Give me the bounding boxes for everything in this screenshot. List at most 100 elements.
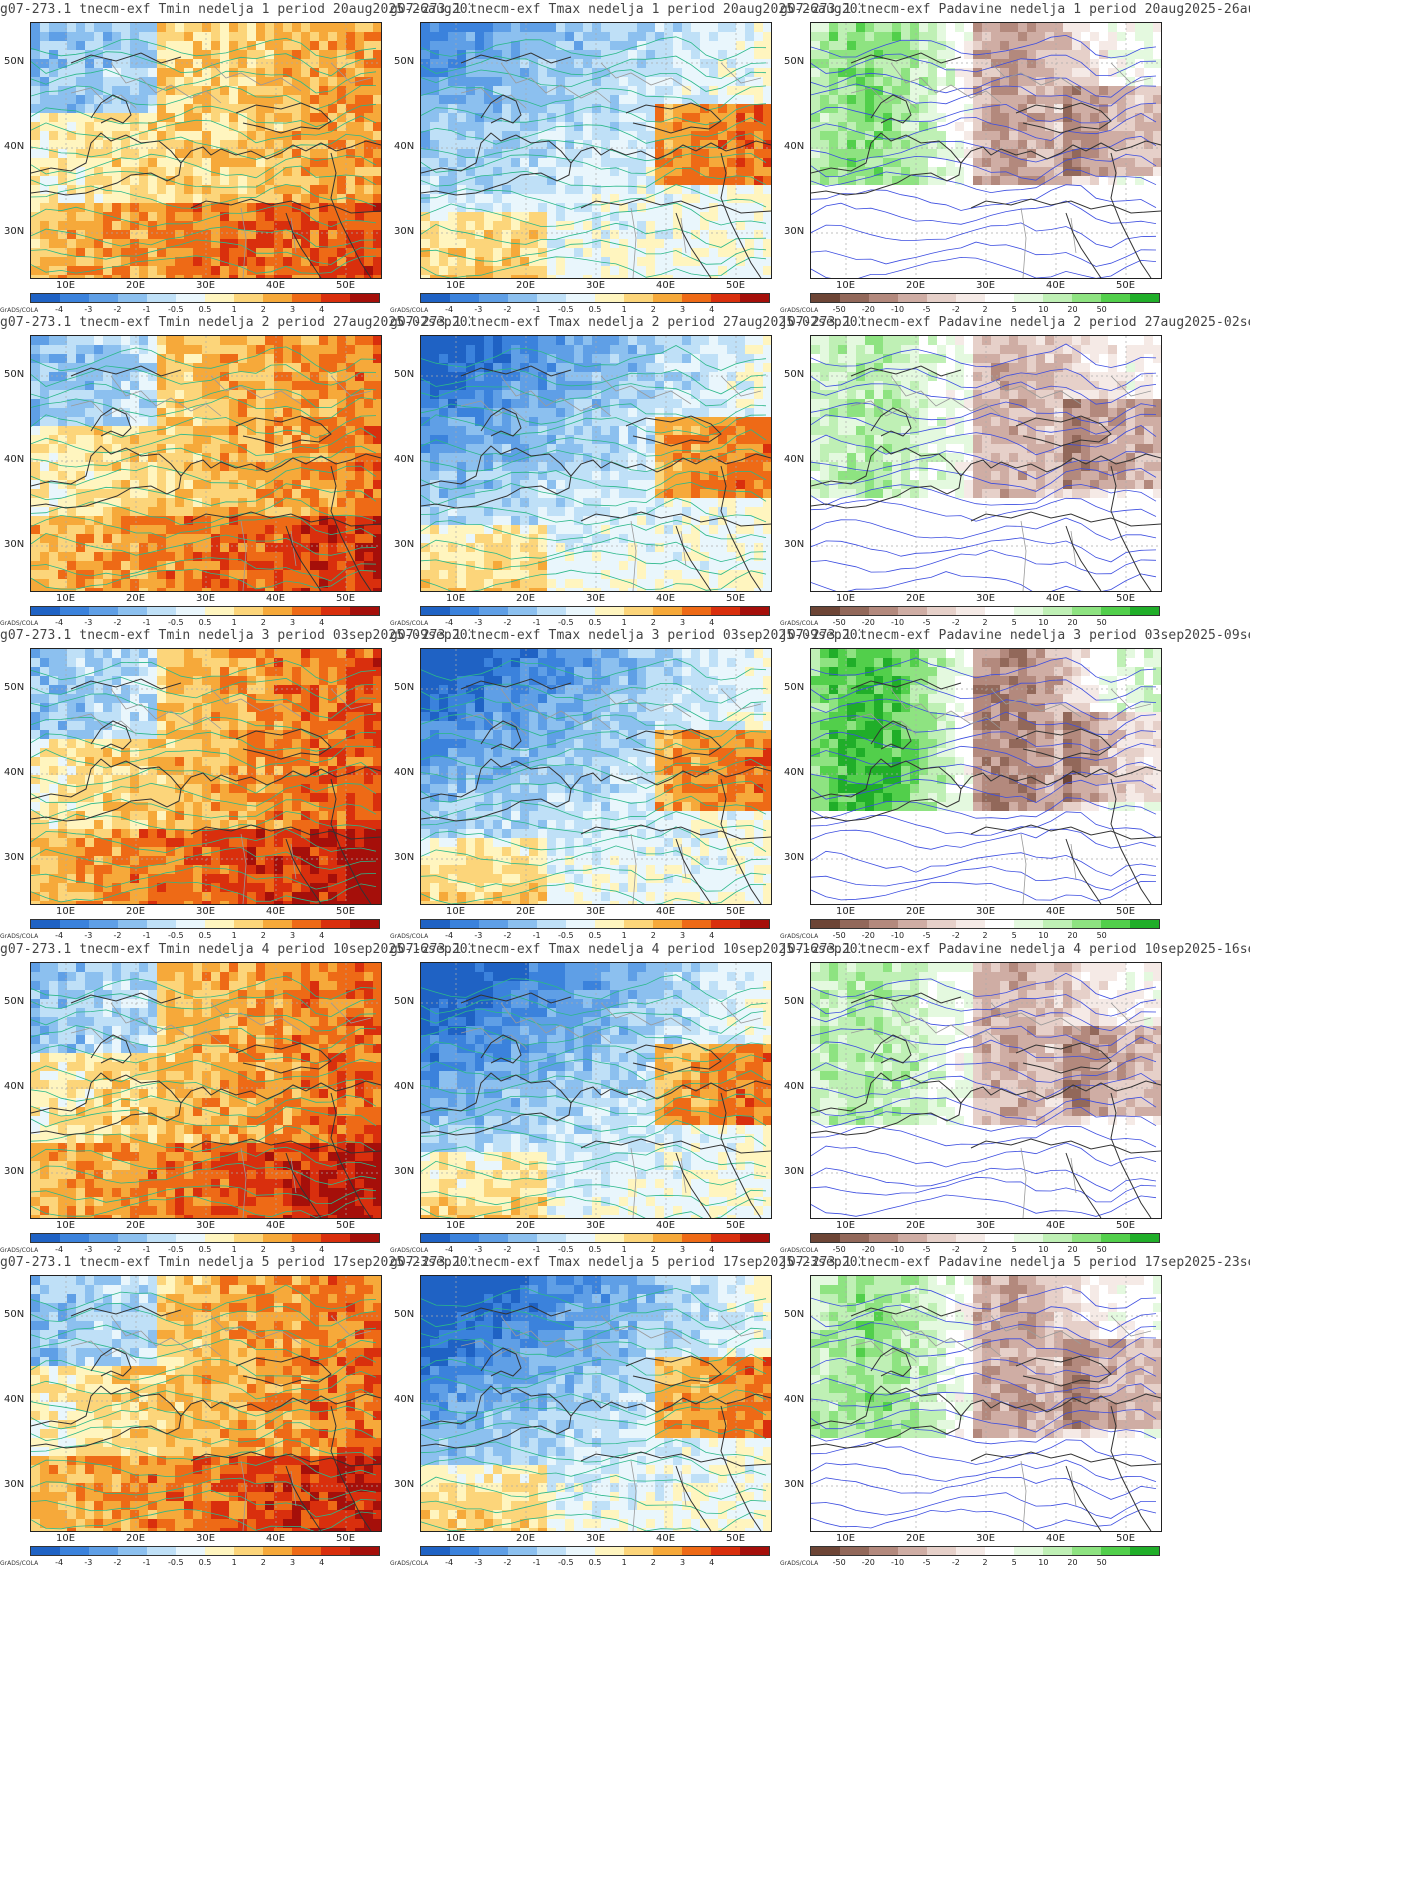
colorbar-tick-label: -4 <box>445 1558 454 1567</box>
map-frame <box>810 1275 1162 1532</box>
colorbar-tick-label: -3 <box>474 305 483 314</box>
graticule <box>421 23 771 278</box>
longitude-label: 40E <box>656 1533 676 1544</box>
colorbar-segment <box>263 1234 292 1242</box>
colorbar-segment <box>1130 294 1159 302</box>
colorbar-tick-label: 0.5 <box>198 305 212 314</box>
colorbar-segment <box>711 1234 740 1242</box>
grads-credit: GrADS/COLA <box>0 307 39 314</box>
latitude-label: 50N <box>394 1309 415 1320</box>
colorbar-segment <box>147 1234 176 1242</box>
longitude-label: 40E <box>1046 906 1066 917</box>
grads-credit: GrADS/COLA <box>390 307 429 314</box>
colorbar-tick-label: 50 <box>1096 1558 1107 1567</box>
colorbar-segment <box>624 1234 653 1242</box>
colorbar-segment <box>321 1547 350 1555</box>
longitude-label: 40E <box>266 280 286 291</box>
colorbar-tick-label: -2 <box>951 618 960 627</box>
colorbar-tick-label: 2 <box>650 1558 656 1567</box>
colorbar-tick-label: -3 <box>84 618 93 627</box>
colorbar-tick-label: 2 <box>260 618 266 627</box>
colorbar-tick-label: 2 <box>260 931 266 940</box>
colorbar-segment <box>1101 1234 1130 1242</box>
longitude-label: 20E <box>906 1533 926 1544</box>
colorbar-segment <box>595 294 624 302</box>
grads-credit: GrADS/COLA <box>390 933 429 940</box>
colorbar-segment <box>60 607 89 615</box>
latitude-label: 50N <box>394 369 415 380</box>
colorbar-segment <box>811 1234 840 1242</box>
anomaly-map <box>31 963 381 1218</box>
colorbar <box>30 919 380 929</box>
longitude-label: 50E <box>336 593 356 604</box>
coastlines-borders <box>31 992 381 1218</box>
panel-title: j07-273.1 tnecm-exf Padavine nedelja 3 p… <box>780 628 1250 643</box>
colorbar-tick-label: 0.5 <box>198 1245 212 1254</box>
anomaly-shading <box>811 1276 1161 1531</box>
graticule <box>31 336 381 591</box>
map-frame <box>810 648 1162 905</box>
colorbar-segment <box>595 1234 624 1242</box>
colorbar-segment <box>450 294 479 302</box>
colorbar-tick-label: -4 <box>55 618 64 627</box>
grads-credit: GrADS/COLA <box>780 1560 819 1567</box>
colorbar-tick-label: -0.5 <box>168 931 184 940</box>
colorbar-segment <box>840 920 869 928</box>
colorbar-tick-label: 1 <box>231 931 237 940</box>
anomaly-map <box>811 963 1161 1218</box>
colorbar-tick-label: 3 <box>289 305 296 314</box>
colorbar <box>420 1546 770 1556</box>
latitude-label: 30N <box>4 1166 25 1177</box>
colorbar-segment <box>927 607 956 615</box>
latitude-label: 30N <box>394 226 415 237</box>
colorbar-segment <box>234 294 263 302</box>
latitude-label: 40N <box>784 454 805 465</box>
latitude-label: 30N <box>784 1479 805 1490</box>
map-frame <box>30 1275 382 1532</box>
colorbar-tick-label: -4 <box>55 305 64 314</box>
colorbar-segment <box>566 294 595 302</box>
colorbar-segment <box>1130 1547 1159 1555</box>
colorbar-segment <box>595 920 624 928</box>
colorbar-segment <box>60 1234 89 1242</box>
latitude-label: 50N <box>784 56 805 67</box>
colorbar-segment <box>205 920 234 928</box>
map-panel-prec-week-2: j07-273.1 tnecm-exf Padavine nedelja 2 p… <box>780 313 1250 692</box>
coastlines-borders <box>421 1305 771 1531</box>
colorbar-tick-label: -0.5 <box>558 305 574 314</box>
longitude-label: 40E <box>266 1533 286 1544</box>
colorbar-segment <box>898 294 927 302</box>
longitude-label: 50E <box>1116 593 1136 604</box>
latitude-label: 50N <box>784 1309 805 1320</box>
colorbar-segment <box>263 1547 292 1555</box>
coastlines-borders <box>811 678 1161 904</box>
longitude-label: 10E <box>836 1533 856 1544</box>
colorbar-tick-label: -5 <box>922 1558 931 1567</box>
colorbar-segment <box>1072 294 1101 302</box>
graticule <box>421 649 771 904</box>
colorbar-segment <box>869 1234 898 1242</box>
colorbar-segment <box>118 294 147 302</box>
colorbar <box>30 1546 380 1556</box>
colorbar-segment <box>927 920 956 928</box>
colorbar-tick-label: 4 <box>709 931 715 940</box>
colorbar-segment <box>595 1547 624 1555</box>
coastlines-borders <box>31 365 381 591</box>
panel-title: g07-273.1 tnecm-exf Tmax nedelja 5 perio… <box>390 1255 860 1270</box>
longitude-label: 50E <box>1116 280 1136 291</box>
longitude-label: 50E <box>726 1220 746 1231</box>
colorbar-segment <box>624 1547 653 1555</box>
colorbar-tick-label: -10 <box>890 1245 905 1254</box>
graticule <box>31 23 381 278</box>
latitude-label: 50N <box>4 56 25 67</box>
map-panel-tmax-week-4: g07-273.1 tnecm-exf Tmax nedelja 4 perio… <box>390 940 860 1319</box>
grads-credit: GrADS/COLA <box>0 1560 39 1567</box>
longitude-label: 30E <box>976 280 996 291</box>
colorbar-segment <box>869 294 898 302</box>
latitude-label: 30N <box>394 852 415 863</box>
anomaly-shading <box>31 1276 381 1531</box>
map-panel-tmax-week-5: g07-273.1 tnecm-exf Tmax nedelja 5 perio… <box>390 1253 860 1632</box>
colorbar-segment <box>740 1547 769 1555</box>
map-frame <box>420 335 772 592</box>
colorbar-tick-label: -2 <box>113 618 122 627</box>
